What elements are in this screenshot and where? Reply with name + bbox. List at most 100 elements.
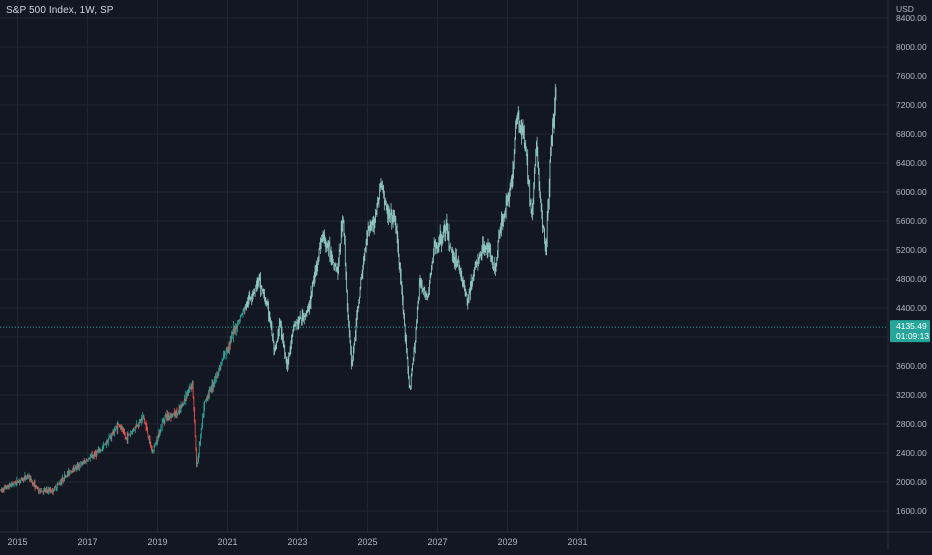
candle[interactable] — [375, 208, 376, 223]
candle[interactable] — [512, 160, 514, 188]
candle[interactable] — [365, 246, 366, 252]
candle[interactable] — [530, 198, 532, 214]
candle[interactable] — [523, 125, 525, 139]
candle[interactable] — [550, 134, 552, 157]
candle[interactable] — [321, 234, 323, 243]
candle[interactable] — [477, 253, 479, 271]
candle[interactable] — [40, 491, 42, 494]
candle[interactable] — [460, 267, 462, 281]
candle[interactable] — [295, 322, 297, 331]
candle[interactable] — [431, 265, 432, 275]
candle[interactable] — [351, 359, 353, 366]
candle[interactable] — [3, 486, 5, 493]
candle[interactable] — [468, 294, 469, 304]
candle[interactable] — [327, 240, 329, 252]
candle[interactable] — [105, 440, 107, 449]
candle[interactable] — [169, 413, 171, 418]
candle[interactable] — [469, 287, 471, 295]
candle[interactable] — [269, 311, 271, 324]
candle[interactable] — [256, 280, 257, 292]
candle[interactable] — [354, 337, 356, 346]
candle[interactable] — [291, 335, 292, 350]
candle[interactable] — [70, 471, 72, 473]
candle[interactable] — [175, 410, 177, 418]
candle[interactable] — [223, 350, 224, 360]
candle[interactable] — [507, 191, 509, 207]
candle[interactable] — [85, 460, 86, 464]
candle[interactable] — [396, 225, 397, 234]
candle[interactable] — [154, 443, 156, 448]
candle[interactable] — [249, 296, 251, 302]
candle[interactable] — [464, 285, 466, 297]
candle[interactable] — [505, 193, 507, 219]
candle[interactable] — [436, 241, 438, 254]
candle[interactable] — [484, 244, 486, 253]
candle[interactable] — [262, 288, 263, 292]
candle[interactable] — [43, 488, 45, 495]
candle[interactable] — [24, 471, 26, 482]
candle[interactable] — [116, 422, 118, 434]
candle[interactable] — [117, 420, 119, 435]
candle[interactable] — [194, 406, 195, 424]
candle[interactable] — [137, 424, 139, 428]
candle[interactable] — [317, 257, 319, 272]
candle[interactable] — [244, 305, 246, 314]
candle[interactable] — [49, 486, 51, 495]
candle[interactable] — [543, 225, 545, 233]
candle[interactable] — [29, 474, 31, 482]
candle[interactable] — [272, 332, 274, 343]
candle[interactable] — [416, 306, 418, 324]
candle[interactable] — [107, 438, 109, 447]
candle[interactable] — [406, 348, 408, 360]
candle[interactable] — [208, 389, 210, 399]
candle[interactable] — [431, 260, 433, 271]
candle[interactable] — [541, 203, 543, 220]
candle[interactable] — [113, 429, 115, 435]
candle[interactable] — [345, 262, 347, 281]
candle[interactable] — [542, 210, 543, 233]
candle[interactable] — [373, 215, 374, 233]
candle[interactable] — [164, 415, 166, 424]
candle[interactable] — [222, 359, 224, 362]
candle[interactable] — [162, 419, 164, 423]
candle[interactable] — [61, 477, 63, 486]
candle[interactable] — [357, 306, 358, 320]
candle[interactable] — [148, 436, 150, 441]
candle[interactable] — [152, 449, 154, 454]
candle[interactable] — [476, 261, 478, 265]
candle[interactable] — [111, 432, 113, 442]
candle[interactable] — [217, 371, 218, 379]
candle[interactable] — [21, 477, 23, 482]
candle[interactable] — [312, 280, 314, 288]
candle[interactable] — [527, 149, 529, 185]
candle[interactable] — [388, 206, 390, 219]
candle[interactable] — [299, 310, 301, 319]
candle[interactable] — [434, 240, 436, 248]
candle[interactable] — [435, 239, 436, 255]
candle[interactable] — [474, 261, 476, 270]
candle[interactable] — [424, 286, 426, 298]
candle[interactable] — [313, 272, 315, 287]
candle[interactable] — [7, 484, 9, 488]
candle[interactable] — [79, 465, 81, 467]
candle[interactable] — [295, 320, 296, 327]
candle[interactable] — [62, 477, 64, 484]
candle[interactable] — [420, 277, 422, 289]
candle[interactable] — [447, 231, 449, 241]
candle[interactable] — [427, 293, 429, 299]
candle[interactable] — [198, 441, 200, 458]
candle[interactable] — [124, 431, 126, 440]
candle[interactable] — [452, 249, 454, 263]
candle[interactable] — [531, 208, 533, 218]
candle[interactable] — [346, 271, 348, 293]
candle[interactable] — [52, 488, 54, 496]
candle[interactable] — [235, 323, 236, 335]
candle[interactable] — [145, 420, 147, 432]
candle[interactable] — [161, 425, 162, 428]
candle[interactable] — [33, 482, 35, 487]
candle[interactable] — [256, 276, 258, 292]
candle[interactable] — [427, 295, 428, 301]
candle[interactable] — [159, 429, 161, 436]
candle[interactable] — [387, 204, 389, 226]
